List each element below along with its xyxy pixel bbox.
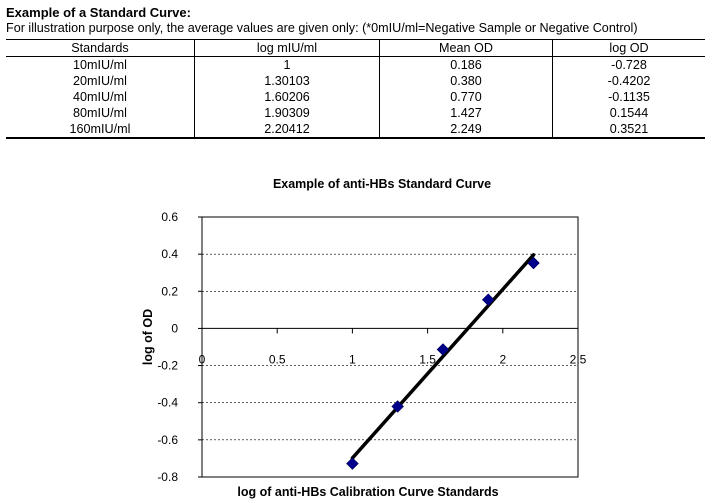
trendline <box>350 253 536 460</box>
table-row: 80mIU/ml 1.90309 1.427 0.1544 <box>6 105 705 121</box>
x-tick-label: 2.5 <box>570 352 587 366</box>
section-heading: Example of a Standard Curve: <box>6 5 191 20</box>
plot-area <box>201 216 579 478</box>
data-point <box>527 256 540 270</box>
table-cell: 1.60206 <box>194 89 380 105</box>
column-header: Standards <box>6 39 195 57</box>
y-tick-label: 0 <box>171 321 178 335</box>
y-axis-label: log of OD <box>141 309 155 365</box>
y-tick-label: 0.6 <box>161 210 178 224</box>
table-cell: 0.3521 <box>552 121 705 138</box>
table-cell: 2.249 <box>379 121 553 138</box>
data-point <box>391 400 405 413</box>
column-header: Mean OD <box>379 39 553 57</box>
table-cell: 1.427 <box>379 105 553 121</box>
table-cell: 40mIU/ml <box>6 89 195 105</box>
x-tick-label: 2 <box>499 352 506 366</box>
column-header: log mIU/ml <box>194 39 380 57</box>
table-cell: 0.186 <box>379 56 553 73</box>
table-cell: 160mIU/ml <box>6 121 195 138</box>
table-row: 40mIU/ml 1.60206 0.770 -0.1135 <box>6 89 705 105</box>
y-tick-label: -0.6 <box>157 433 178 447</box>
x-axis-label: log of anti-HBs Calibration Curve Standa… <box>237 485 498 499</box>
table-cell: 80mIU/ml <box>6 105 195 121</box>
x-tick-label: 0 <box>199 352 206 366</box>
table-cell: -0.728 <box>552 56 705 73</box>
section-note: For illustration purpose only, the avera… <box>6 21 638 35</box>
chart-title: Example of anti-HBs Standard Curve <box>273 177 491 191</box>
table-cell: -0.4202 <box>552 73 705 89</box>
table-header-row: Standards log mIU/ml Mean OD log OD <box>6 39 705 57</box>
y-tick-label: -0.4 <box>157 396 178 410</box>
x-tick-label: 1.5 <box>419 352 436 366</box>
y-tick-label: 0.2 <box>161 284 178 298</box>
x-tick-label: 0.5 <box>269 352 286 366</box>
table-row: 20mIU/ml 1.30103 0.380 -0.4202 <box>6 73 705 89</box>
y-tick-label: 0.4 <box>161 247 178 261</box>
data-point <box>436 343 450 356</box>
table-cell: 0.770 <box>379 89 553 105</box>
table-cell: 1.30103 <box>194 73 380 89</box>
y-tick-label: -0.8 <box>157 470 178 484</box>
data-point <box>481 293 495 307</box>
data-point <box>346 457 359 470</box>
table-cell: -0.1135 <box>552 89 705 105</box>
table-cell: 0.1544 <box>552 105 705 121</box>
standards-table: Standards log mIU/ml Mean OD log OD 10mI… <box>6 39 705 139</box>
column-header: log OD <box>552 39 705 57</box>
y-tick-label: -0.2 <box>157 359 178 373</box>
table-cell: 2.20412 <box>194 121 380 138</box>
table-cell: 20mIU/ml <box>6 73 195 89</box>
table-cell: 0.380 <box>379 73 553 89</box>
table-row: 10mIU/ml 1 0.186 -0.728 <box>6 56 705 73</box>
table-row: 160mIU/ml 2.20412 2.249 0.3521 <box>6 121 705 138</box>
x-tick-label: 1 <box>349 352 356 366</box>
